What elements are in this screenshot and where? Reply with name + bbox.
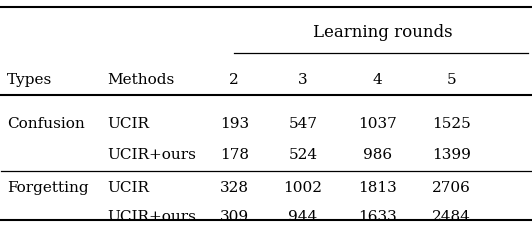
Text: 1633: 1633 bbox=[358, 209, 396, 223]
Text: 2706: 2706 bbox=[432, 180, 471, 194]
Text: 2: 2 bbox=[229, 73, 239, 87]
Text: UCIR+ours: UCIR+ours bbox=[107, 148, 196, 162]
Text: 1813: 1813 bbox=[358, 180, 396, 194]
Text: 328: 328 bbox=[220, 180, 249, 194]
Text: 309: 309 bbox=[220, 209, 249, 223]
Text: 1399: 1399 bbox=[432, 148, 471, 162]
Text: UCIR: UCIR bbox=[107, 117, 149, 131]
Text: Confusion: Confusion bbox=[7, 117, 85, 131]
Text: Types: Types bbox=[7, 73, 52, 87]
Text: 1002: 1002 bbox=[284, 180, 322, 194]
Text: UCIR: UCIR bbox=[107, 180, 149, 194]
Text: 547: 547 bbox=[288, 117, 318, 131]
Text: 944: 944 bbox=[288, 209, 318, 223]
Text: 178: 178 bbox=[220, 148, 249, 162]
Text: 524: 524 bbox=[288, 148, 318, 162]
Text: UCIR+ours: UCIR+ours bbox=[107, 209, 196, 223]
Text: 986: 986 bbox=[363, 148, 392, 162]
Text: 1525: 1525 bbox=[432, 117, 471, 131]
Text: 3: 3 bbox=[298, 73, 308, 87]
Text: 193: 193 bbox=[220, 117, 249, 131]
Text: 4: 4 bbox=[372, 73, 382, 87]
Text: Forgetting: Forgetting bbox=[7, 180, 88, 194]
Text: Learning rounds: Learning rounds bbox=[313, 24, 452, 40]
Text: Methods: Methods bbox=[107, 73, 174, 87]
Text: 2484: 2484 bbox=[432, 209, 471, 223]
Text: 1037: 1037 bbox=[358, 117, 396, 131]
Text: 5: 5 bbox=[446, 73, 456, 87]
